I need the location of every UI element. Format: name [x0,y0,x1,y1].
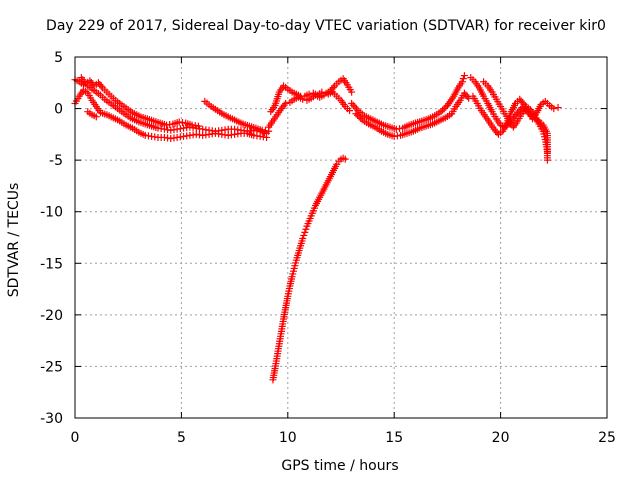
data-point [458,78,466,86]
data-point [194,122,202,130]
data-point [357,114,365,122]
y-axis-label: SDTVAR / TECUs [6,183,22,298]
data-point [554,104,562,112]
data-point [329,84,337,92]
x-tick-label: 15 [385,430,403,446]
y-tick-label: -20 [40,308,63,324]
x-tick-label: 0 [71,430,80,446]
data-point [349,101,357,109]
x-tick-label: 5 [177,430,186,446]
x-tick-label: 20 [492,430,510,446]
data-point [280,101,288,109]
data-point [299,95,307,103]
data-point [550,105,558,113]
data-point [348,88,356,96]
x-tick-label: 25 [598,430,616,446]
data-point [97,82,105,90]
y-tick-label: -30 [40,411,63,427]
data-point [302,225,310,233]
data-point [348,99,356,107]
data-point [460,72,468,80]
data-point [263,133,271,141]
axis-ticks: 0 5 10 15 20 25 -30 -25 -20 -15 -10 -5 0 5 [40,50,616,446]
data-point [300,231,308,239]
data-point [92,113,100,121]
data-points [71,72,562,384]
data-point [355,113,363,121]
data-point [352,110,360,118]
data-point [351,103,359,111]
x-tick-label: 10 [279,430,297,446]
plot-frame [74,56,608,419]
y-tick-label: -10 [40,205,63,221]
y-tick-label: -15 [40,256,63,272]
data-point [437,108,445,116]
x-axis-label: GPS time / hours [281,458,398,474]
data-point [439,106,447,114]
y-tick-label: 5 [54,50,63,66]
data-point [459,75,467,83]
y-tick-label: -5 [49,153,63,169]
chart-title: Day 229 of 2017, Sidereal Day-to-day VTE… [46,18,606,34]
y-tick-label: -25 [40,359,63,375]
data-point [543,148,551,156]
data-point [320,91,328,99]
data-point [341,155,349,163]
data-point [282,99,290,107]
data-point [519,99,527,107]
data-point [543,156,551,164]
data-point [299,235,307,243]
data-point [301,228,309,236]
data-point [346,107,354,115]
data-point [440,105,448,113]
y-tick-label: 0 [54,102,63,118]
data-point [353,111,361,119]
